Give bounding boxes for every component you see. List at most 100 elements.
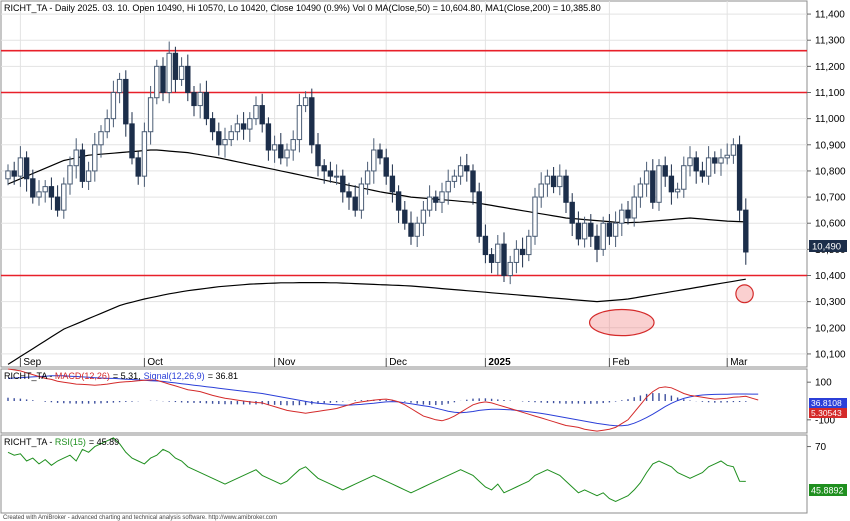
- macd-signal-last: 36.8108: [811, 398, 842, 408]
- price-y-tick-label: 10,700: [815, 193, 846, 204]
- candle: [724, 143, 730, 165]
- candle: [557, 164, 563, 196]
- candle: [309, 88, 315, 154]
- macd-signal-box: [809, 398, 847, 408]
- candle-body: [253, 105, 259, 120]
- candle-body: [513, 248, 520, 263]
- candle-body: [364, 170, 371, 185]
- candle: [712, 151, 718, 174]
- candle: [402, 200, 408, 230]
- candle: [687, 146, 693, 177]
- candle-body: [588, 222, 594, 237]
- candle: [507, 255, 513, 285]
- candle: [30, 169, 36, 204]
- candle-body: [129, 123, 135, 159]
- candle-body: [532, 196, 538, 237]
- candle: [160, 57, 166, 102]
- price-x-tick-label: Feb: [612, 357, 630, 368]
- candle: [538, 172, 544, 208]
- candle-body: [476, 191, 482, 237]
- candle: [445, 169, 451, 205]
- candle: [61, 177, 67, 219]
- candle: [48, 177, 55, 210]
- candle-body: [488, 254, 495, 263]
- price-x-tick-label: Oct: [147, 357, 163, 368]
- candle: [42, 180, 48, 203]
- candle: [718, 148, 724, 176]
- price-y-axis: 10,10010,20010,30010,40010,50010,60010,7…: [807, 10, 846, 360]
- candle: [352, 185, 358, 217]
- price-x-axis: Sep Oct Nov Dec 2025 Feb Mar: [19, 357, 748, 368]
- candle: [383, 148, 389, 185]
- price-gridlines: [1, 13, 807, 355]
- candle: [743, 198, 749, 265]
- candle-body: [228, 131, 234, 141]
- candle-body: [420, 209, 427, 224]
- candle: [73, 138, 79, 179]
- candle: [178, 57, 185, 86]
- candle: [172, 46, 179, 93]
- candle: [526, 229, 532, 262]
- candle: [265, 117, 272, 161]
- candle: [296, 93, 303, 153]
- candle: [662, 156, 668, 187]
- candle: [470, 164, 476, 205]
- rsi-last: 45.8892: [811, 486, 844, 496]
- candle-body: [693, 157, 699, 172]
- footer-credit: Created with AmiBroker - advanced charti…: [3, 515, 277, 521]
- rsi-legend-value: = 45.89: [89, 437, 119, 447]
- price-y-tick-label: 11,000: [815, 114, 845, 125]
- candle: [147, 85, 154, 145]
- candle: [141, 122, 148, 187]
- candle: [333, 164, 340, 185]
- candle-body: [600, 222, 606, 250]
- candle-body: [457, 165, 464, 177]
- candle: [327, 161, 334, 183]
- candle: [594, 224, 600, 263]
- highlight-circles: [588, 284, 754, 337]
- candle-body: [296, 105, 303, 141]
- candle-body: [631, 196, 637, 219]
- candle: [408, 211, 414, 245]
- candle-body: [110, 92, 117, 120]
- candle: [532, 187, 538, 245]
- candle-body: [30, 178, 36, 198]
- candle: [619, 203, 625, 237]
- candle-body: [712, 157, 718, 164]
- candle-body: [470, 170, 476, 193]
- price-y-tick-label: 11,400: [815, 10, 845, 21]
- macd-last: 5.30543: [811, 408, 842, 418]
- rsi-panel-frame: [0, 434, 808, 514]
- candle: [191, 85, 197, 117]
- candle: [395, 185, 402, 223]
- candle: [476, 182, 482, 243]
- candle: [643, 161, 650, 197]
- candle-body: [247, 118, 253, 130]
- candle: [253, 96, 259, 126]
- candle-body: [662, 165, 668, 177]
- candle: [451, 169, 458, 188]
- candle-body: [185, 65, 191, 93]
- candle-body: [147, 97, 154, 133]
- candle-body: [445, 180, 451, 193]
- candle-body: [718, 157, 724, 164]
- candle: [259, 93, 265, 133]
- candle: [606, 214, 613, 245]
- candle: [346, 182, 352, 210]
- candle: [104, 109, 110, 139]
- candle-body: [135, 157, 141, 177]
- candle-body: [569, 201, 575, 224]
- candle-body: [464, 165, 470, 172]
- macd-y-axis: 100 -100: [807, 378, 835, 426]
- candle: [600, 216, 606, 256]
- candle: [92, 133, 98, 182]
- candle-body: [302, 97, 309, 107]
- candle-body: [736, 144, 743, 211]
- candle: [290, 130, 296, 161]
- candle-body: [637, 183, 644, 198]
- candle: [625, 200, 631, 225]
- candle-body: [538, 183, 544, 198]
- candle: [414, 216, 420, 248]
- candle-body: [240, 123, 247, 130]
